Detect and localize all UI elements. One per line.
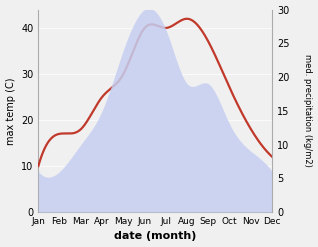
Y-axis label: max temp (C): max temp (C) [5, 77, 16, 144]
Y-axis label: med. precipitation (kg/m2): med. precipitation (kg/m2) [303, 54, 313, 167]
X-axis label: date (month): date (month) [114, 231, 197, 242]
